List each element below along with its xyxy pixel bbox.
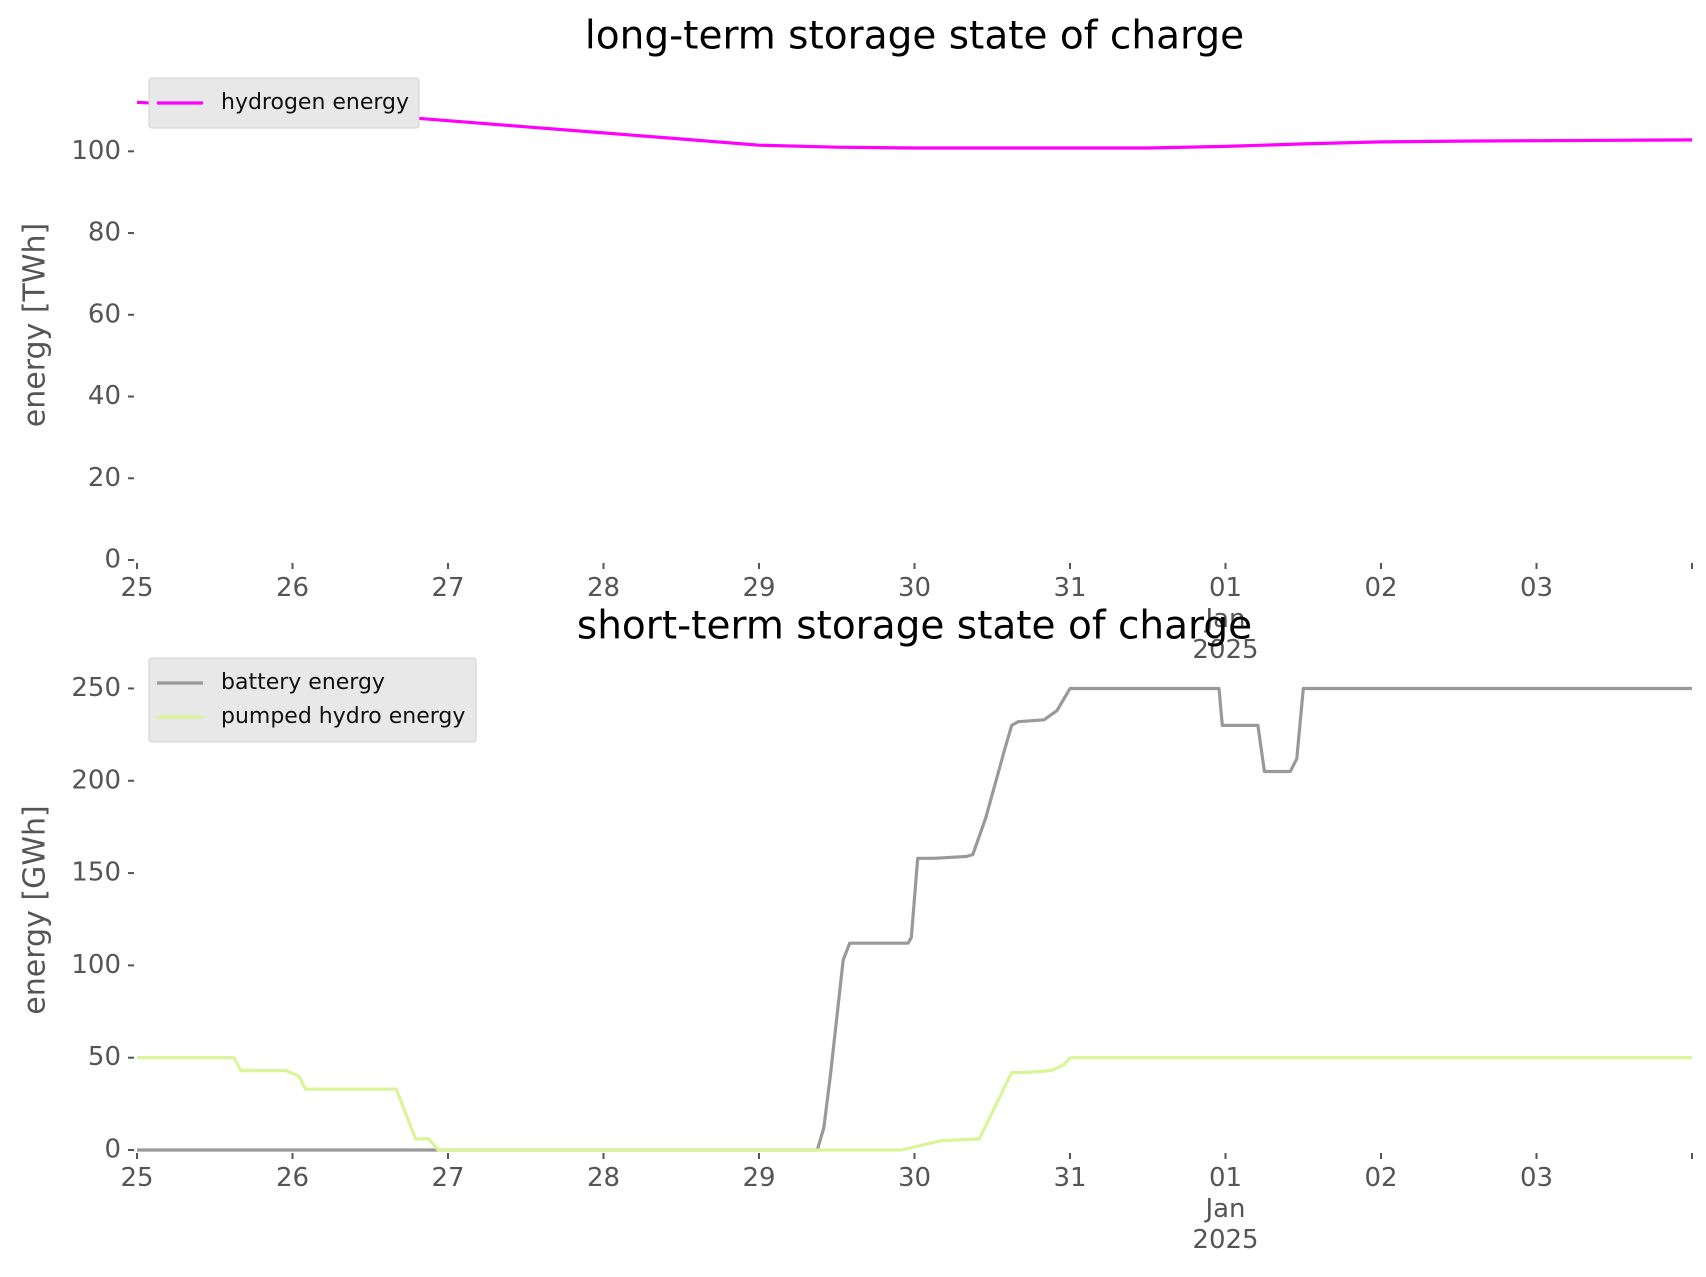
y-axis-label: energy [TWh] bbox=[18, 223, 53, 427]
y-tick-label: 100 bbox=[71, 950, 121, 980]
series-line-battery-energy bbox=[137, 686, 1692, 1152]
x-tick-label: 03 bbox=[1520, 573, 1553, 603]
x-tick-label: 02 bbox=[1364, 1163, 1397, 1193]
x-tick-label: 26 bbox=[276, 1163, 309, 1193]
y-tick-label: 150 bbox=[71, 858, 121, 888]
x-tick-label: 28 bbox=[587, 573, 620, 603]
y-tick-label: 0 bbox=[104, 1135, 121, 1165]
x-tick-label: 27 bbox=[431, 1163, 464, 1193]
x-tick-label: 01 Jan 2025 bbox=[1192, 1163, 1258, 1255]
legend-box bbox=[148, 657, 477, 743]
y-tick-label: 60 bbox=[88, 299, 121, 329]
short-term-storage-panel: short-term storage state of charge energy… bbox=[18, 604, 1693, 1255]
x-tick-label: 30 bbox=[898, 573, 931, 603]
x-tick-label: 31 bbox=[1053, 1163, 1086, 1193]
y-tick-label: 50 bbox=[88, 1042, 121, 1072]
legend-label: hydrogen energy bbox=[221, 90, 409, 115]
legend-label: pumped hydro energy bbox=[221, 704, 465, 729]
x-tick-label: 25 bbox=[120, 1163, 153, 1193]
legend-box bbox=[148, 77, 420, 129]
y-tick-label: 40 bbox=[88, 381, 121, 411]
chart-title: long-term storage state of charge bbox=[585, 14, 1244, 59]
x-tick-label: 30 bbox=[898, 1163, 931, 1193]
y-tick-label: 200 bbox=[71, 765, 121, 795]
y-tick-label: 100 bbox=[71, 136, 121, 166]
x-tick-label: 27 bbox=[431, 573, 464, 603]
y-tick-label: 80 bbox=[88, 218, 121, 248]
y-axis-label: energy [GWh] bbox=[18, 805, 53, 1014]
x-tick-label: 02 bbox=[1364, 573, 1397, 603]
y-tick-label: 20 bbox=[88, 463, 121, 493]
legend: battery energy pumped hydro energy bbox=[148, 657, 477, 743]
x-tick-label: 29 bbox=[742, 573, 775, 603]
x-tick-label: 29 bbox=[742, 1163, 775, 1193]
legend-label: battery energy bbox=[221, 670, 385, 695]
x-tick-label: 25 bbox=[120, 573, 153, 603]
chart-title: short-term storage state of charge bbox=[577, 604, 1252, 649]
y-tick-label: 250 bbox=[71, 673, 121, 703]
long-term-storage-panel: long-term storage state of charge energy … bbox=[18, 14, 1693, 665]
x-tick-label: 31 bbox=[1053, 573, 1086, 603]
x-tick-label: 01 Jan 2025 bbox=[1192, 573, 1258, 665]
x-tick-label: 03 bbox=[1520, 1163, 1553, 1193]
legend: hydrogen energy bbox=[148, 77, 420, 129]
x-tick-label: 26 bbox=[276, 573, 309, 603]
x-tick-label: 28 bbox=[587, 1163, 620, 1193]
y-tick-label: 0 bbox=[104, 545, 121, 575]
series-line-pumped-hydro-energy bbox=[137, 1056, 1692, 1152]
